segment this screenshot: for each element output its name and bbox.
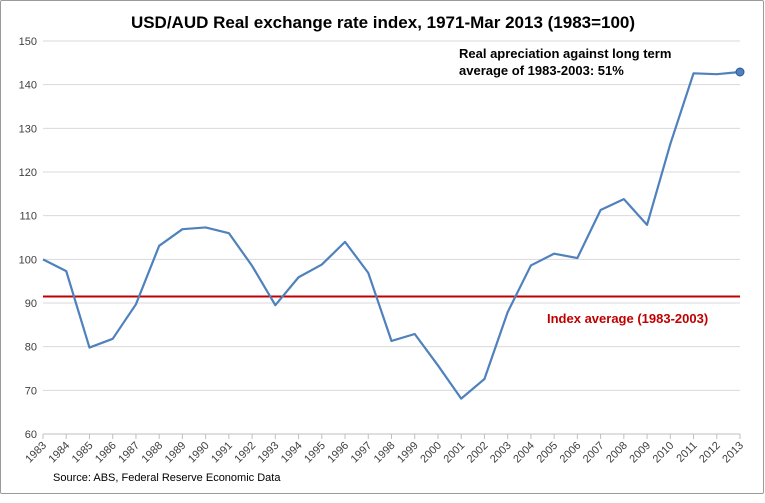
series-layer	[43, 68, 744, 399]
x-tick-label: 1999	[395, 440, 421, 466]
x-axis-ticks: 1983198419851986198719881989199019911992…	[23, 434, 746, 465]
x-tick-label: 1985	[70, 440, 96, 466]
x-tick-label: 2003	[488, 440, 514, 466]
x-tick-label: 1995	[302, 440, 328, 466]
x-tick-label: 1997	[349, 440, 375, 466]
x-tick-label: 2000	[418, 440, 444, 466]
y-tick-label: 100	[19, 254, 37, 266]
x-tick-label: 2011	[674, 440, 699, 465]
x-tick-label: 1998	[372, 440, 398, 466]
x-tick-label: 2010	[651, 440, 677, 466]
x-tick-label: 2009	[627, 440, 653, 466]
x-tick-label: 1993	[256, 440, 282, 466]
x-tick-label: 1983	[23, 440, 49, 466]
x-tick-label: 2008	[604, 440, 630, 466]
x-tick-label: 1992	[232, 440, 258, 466]
y-tick-label: 110	[19, 211, 37, 223]
x-tick-label: 2005	[534, 440, 560, 466]
x-tick-label: 2002	[465, 440, 491, 466]
x-tick-label: 1988	[139, 440, 165, 466]
appreciation-annotation-line-2: average of 1983-2003: 51%	[459, 63, 624, 78]
x-tick-label: 1996	[325, 440, 351, 466]
x-tick-label: 2001	[442, 440, 468, 466]
x-tick-label: 2012	[697, 440, 723, 466]
source-note: Source: ABS, Federal Reserve Economic Da…	[53, 472, 281, 484]
x-tick-label: 1989	[163, 440, 189, 466]
x-tick-label: 1990	[186, 440, 212, 466]
average-line-label: Index average (1983-2003)	[547, 311, 708, 326]
exchange-rate-line	[43, 72, 740, 399]
y-tick-label: 120	[19, 167, 37, 179]
x-tick-label: 2007	[581, 440, 607, 466]
y-tick-label: 150	[19, 36, 37, 48]
x-tick-label: 1994	[279, 440, 305, 466]
y-tick-label: 130	[19, 123, 37, 135]
x-tick-label: 2004	[511, 440, 537, 466]
y-tick-label: 70	[25, 385, 37, 397]
y-axis-ticks: 60 70 80 90 100 110 120 130 140 150	[19, 36, 37, 441]
appreciation-annotation-line-1: Real apreciation against long term	[459, 46, 671, 61]
x-tick-label: 1991	[209, 440, 235, 466]
x-tick-label: 2013	[720, 440, 746, 466]
y-tick-label: 90	[25, 298, 37, 310]
x-tick-label: 2006	[558, 440, 584, 466]
chart-title: USD/AUD Real exchange rate index, 1971-M…	[131, 13, 635, 32]
y-tick-label: 140	[19, 80, 37, 92]
y-tick-label: 60	[25, 429, 37, 441]
y-tick-label: 80	[25, 342, 37, 354]
x-tick-label: 1987	[116, 440, 142, 466]
gridlines	[43, 41, 740, 434]
x-tick-label: 1986	[93, 440, 119, 466]
latest-point-marker	[736, 68, 744, 76]
x-tick-label: 1984	[47, 440, 73, 466]
